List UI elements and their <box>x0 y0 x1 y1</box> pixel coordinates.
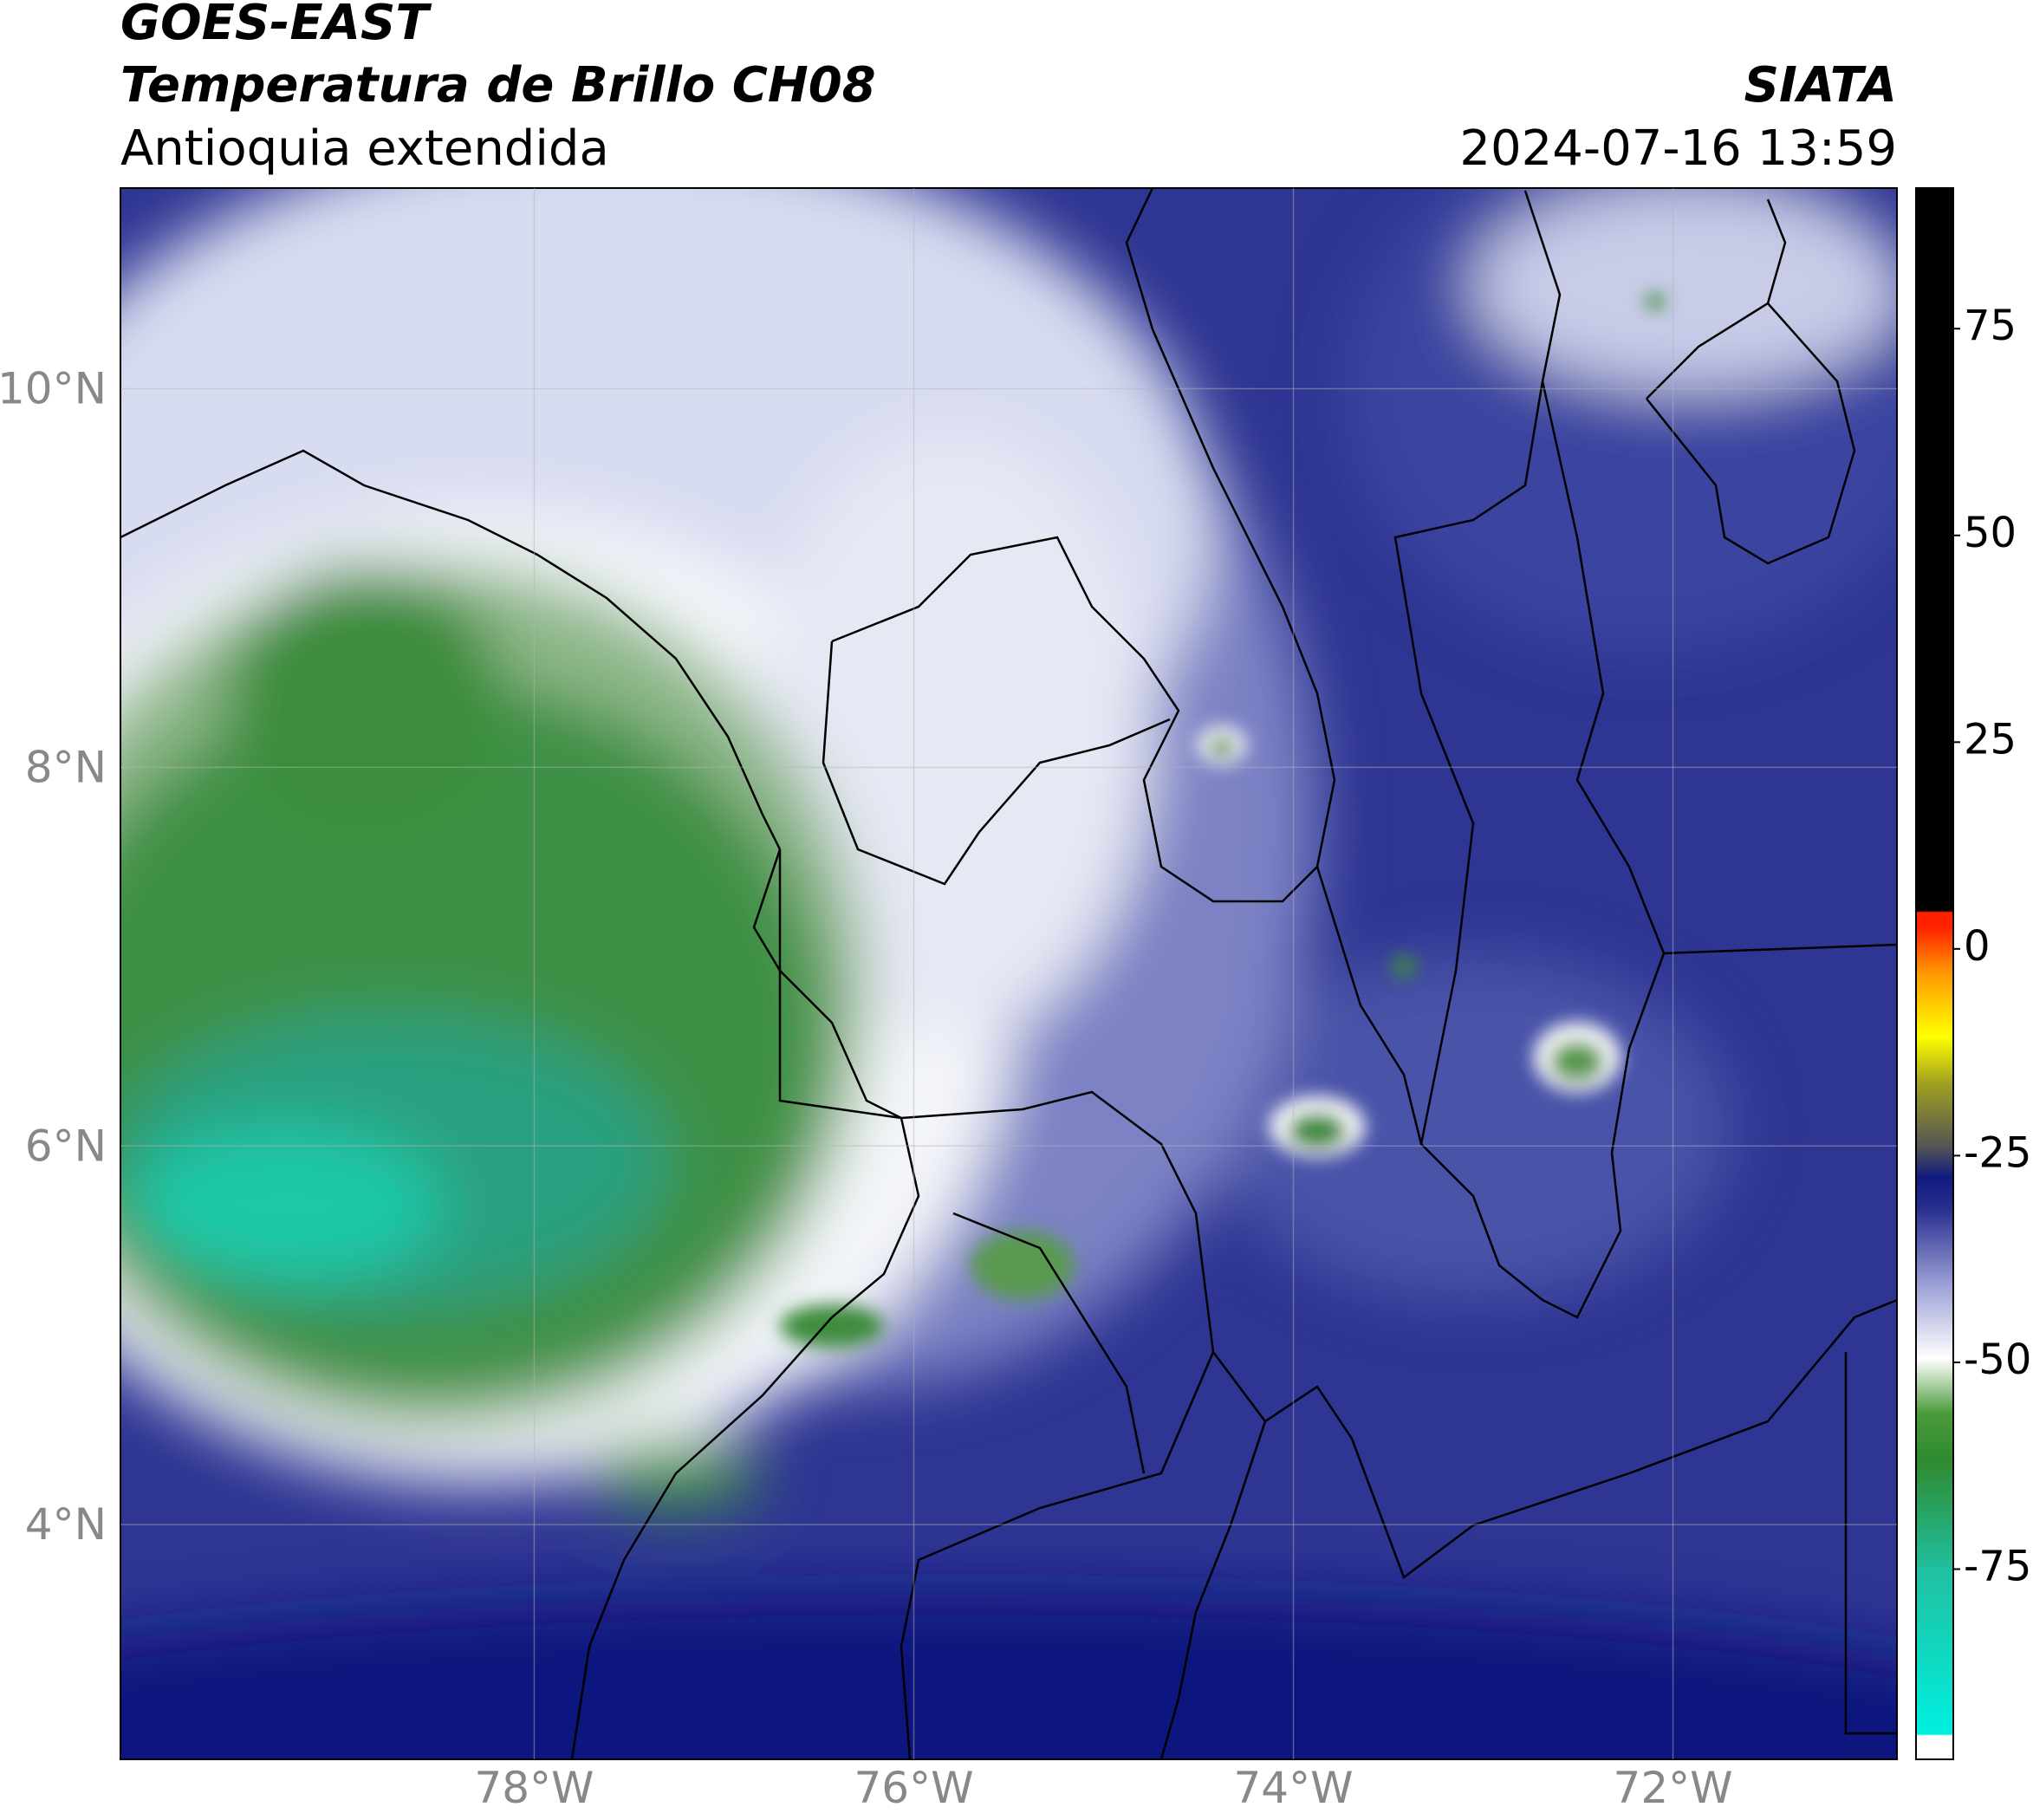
source: SIATA <box>1744 57 1897 114</box>
y-tick-label: 10°N <box>0 364 107 414</box>
colorbar-tick-label: -75 <box>1964 1543 2031 1591</box>
borders <box>120 188 1897 1759</box>
satellite-image <box>120 188 1897 1759</box>
datetime: 2024-07-16 13:59 <box>1459 120 1897 177</box>
colorbar-tick-label: 75 <box>1964 302 2017 350</box>
colorbar-tick-label: -25 <box>1964 1128 2031 1177</box>
x-tick-label: 74°W <box>1233 1763 1353 1813</box>
x-tick-label: 78°W <box>474 1763 594 1813</box>
colorbar <box>1915 187 1954 1760</box>
colorbar-tick-label: 25 <box>1964 715 2017 764</box>
subtitle: Temperatura de Brillo CH08 <box>120 57 876 114</box>
title: GOES-EAST <box>120 0 432 51</box>
colorbar-tick-label: 0 <box>1964 922 1991 971</box>
x-tick-label: 72°W <box>1614 1763 1733 1813</box>
x-tick-label: 76°W <box>854 1763 973 1813</box>
y-tick-label: 6°N <box>25 1121 107 1171</box>
y-tick-label: 8°N <box>25 742 107 792</box>
region: Antioquia extendida <box>120 120 609 177</box>
colorbar-tick-label: 50 <box>1964 509 2017 557</box>
colorbar-tick-label: -50 <box>1964 1336 2031 1384</box>
y-tick-label: 4°N <box>25 1499 107 1550</box>
map-frame <box>120 187 1898 1760</box>
